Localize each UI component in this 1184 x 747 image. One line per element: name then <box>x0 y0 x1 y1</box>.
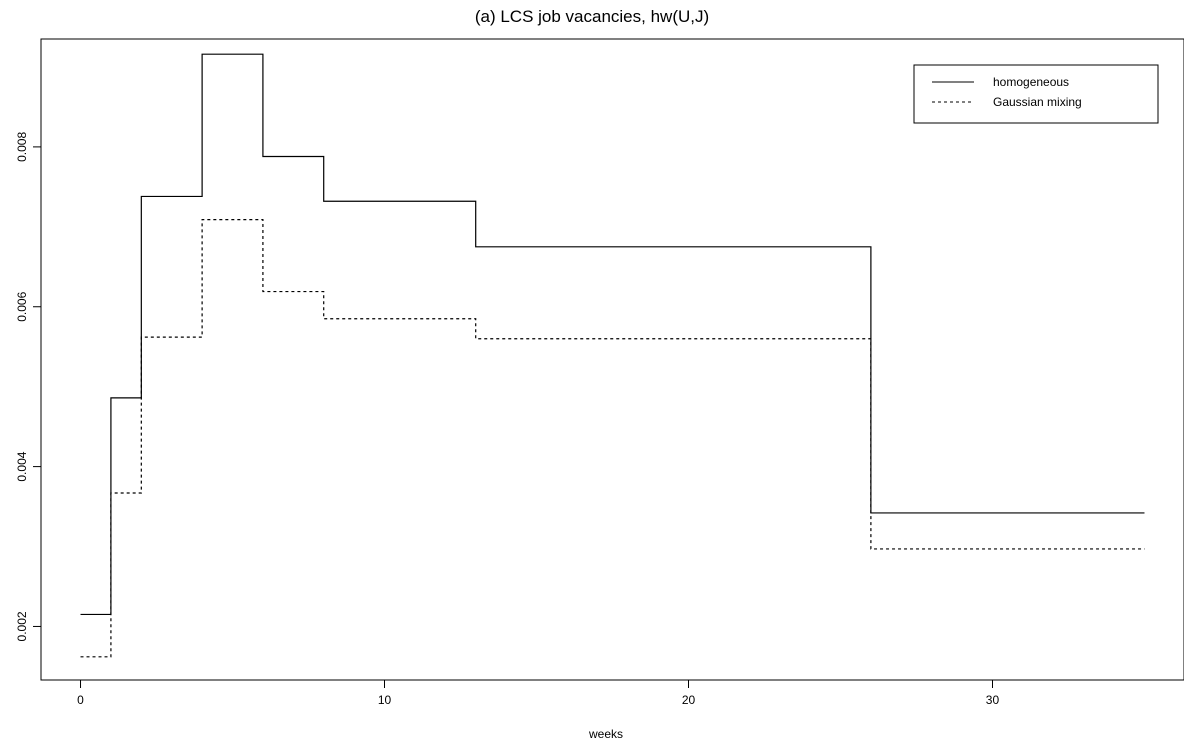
series-layer <box>80 53 1145 658</box>
x-tick-label: 0 <box>77 693 84 707</box>
x-axis: 0 10 20 30 <box>77 680 999 707</box>
plot-frame <box>40 38 1184 681</box>
y-tick-label: 0.006 <box>15 291 29 321</box>
series-line-gaussian-mixing <box>80 219 1145 658</box>
y-tick-label: 0.002 <box>15 611 29 641</box>
legend-label-homogeneous: homogeneous <box>993 75 1069 89</box>
series-line-homogeneous <box>80 53 1145 616</box>
x-tick-label: 10 <box>378 693 392 707</box>
x-axis-label: weeks <box>588 727 623 741</box>
x-tick-label: 30 <box>986 693 1000 707</box>
x-tick-label: 20 <box>682 693 696 707</box>
legend: homogeneous Gaussian mixing <box>913 64 1159 124</box>
y-axis: 0.002 0.004 0.006 0.008 <box>15 132 41 641</box>
legend-box <box>913 64 1159 124</box>
legend-label-gaussian-mixing: Gaussian mixing <box>993 95 1082 109</box>
y-tick-label: 0.008 <box>15 132 29 162</box>
chart-title: (a) LCS job vacancies, hw(U,J) <box>475 7 709 26</box>
y-tick-label: 0.004 <box>15 451 29 481</box>
